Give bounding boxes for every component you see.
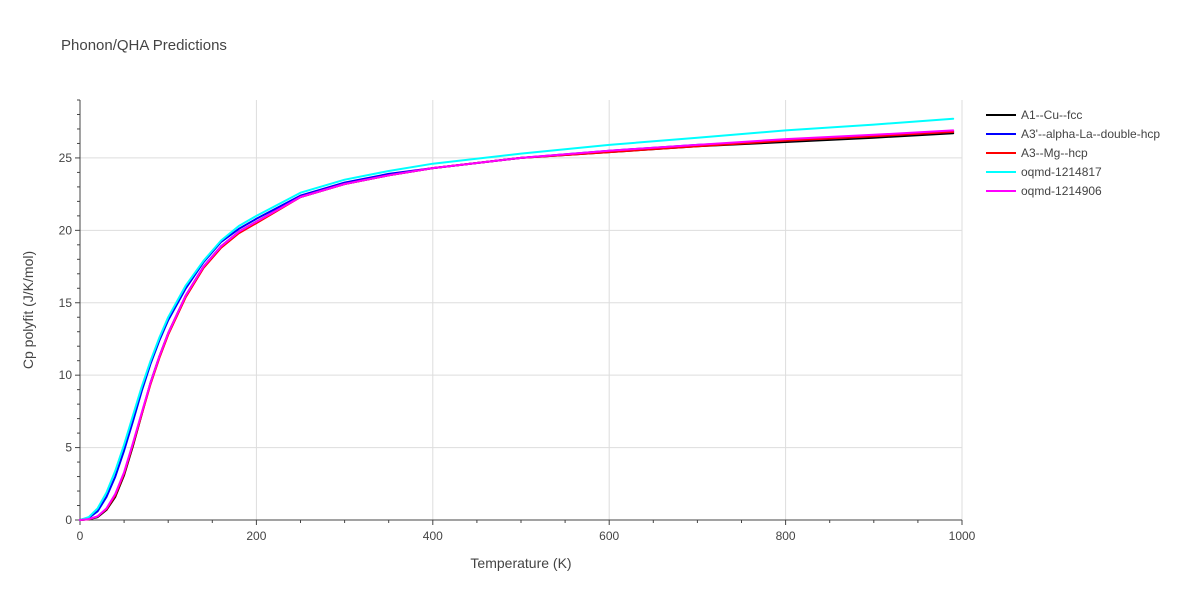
legend-item[interactable]: oqmd-1214817: [986, 165, 1102, 179]
series-line-a3-mg-hcp: [79, 130, 955, 521]
legend-item[interactable]: A3'--alpha-La--double-hcp: [986, 127, 1160, 141]
legend-item[interactable]: A1--Cu--fcc: [986, 108, 1082, 122]
series-line-oqmd-1214906: [79, 129, 955, 521]
y-tick-label: 5: [65, 441, 72, 455]
legend-label: A3--Mg--hcp: [1021, 146, 1088, 160]
x-tick-label: 0: [77, 529, 84, 543]
x-tick-label: 600: [599, 529, 619, 543]
series-line-oqmd-1214817: [79, 117, 955, 521]
series-group: [79, 117, 955, 521]
y-tick-label: 25: [59, 151, 73, 165]
legend-label: oqmd-1214817: [1021, 165, 1102, 179]
x-tick-label: 800: [776, 529, 796, 543]
series-line-a1-cu-fcc: [79, 132, 955, 521]
series-line-a3-alpha-la-double-hcp: [79, 130, 955, 521]
y-tick-label: 10: [59, 368, 73, 382]
x-tick-label: 200: [246, 529, 266, 543]
y-tick-label: 0: [65, 513, 72, 527]
y-axis-title: Cp polyfit (J/K/mol): [20, 251, 36, 369]
axes: 0 200 400 600 800 1000 0 5 10 15 20 25: [59, 99, 976, 543]
x-tick-label: 1000: [949, 529, 976, 543]
legend-label: A1--Cu--fcc: [1021, 108, 1082, 122]
legend-label: A3'--alpha-La--double-hcp: [1021, 127, 1160, 141]
legend: A1--Cu--fcc A3'--alpha-La--double-hcp A3--…: [986, 108, 1160, 198]
legend-item[interactable]: oqmd-1214906: [986, 184, 1102, 198]
grid: [80, 100, 963, 520]
x-tick-label: 400: [423, 529, 443, 543]
chart-title: Phonon/QHA Predictions: [61, 37, 227, 54]
y-tick-label: 15: [59, 296, 73, 310]
y-tick-label: 20: [59, 223, 73, 237]
legend-label: oqmd-1214906: [1021, 184, 1102, 198]
x-axis-title: Temperature (K): [470, 555, 571, 571]
legend-item[interactable]: A3--Mg--hcp: [986, 146, 1088, 160]
